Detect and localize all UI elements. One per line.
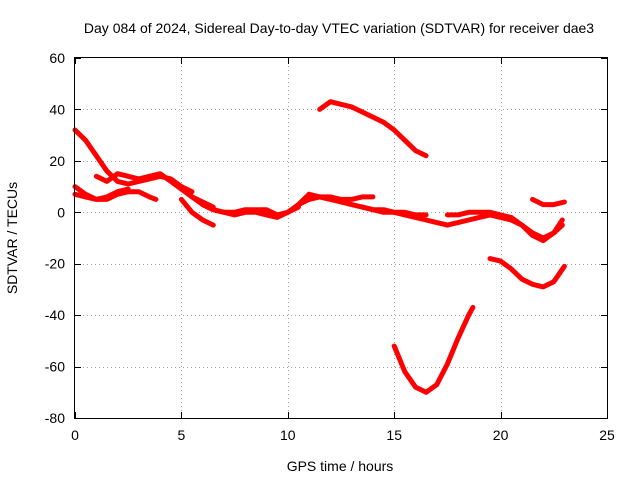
series-line-track-n (487, 256, 567, 290)
chart-title: Day 084 of 2024, Sidereal Day-to-day VTE… (84, 20, 594, 36)
data-series (72, 99, 567, 395)
x-tick-label: 10 (280, 427, 296, 443)
axis-ticks: 0 5 10 15 20 25 -80 -60 -40 -20 0 20 40 60 (45, 50, 615, 443)
series-line-track-g (200, 202, 301, 218)
x-tick-label: 25 (599, 427, 615, 443)
x-axis-label: GPS time / hours (287, 458, 394, 474)
x-tick-label: 15 (386, 427, 402, 443)
y-tick-label: -60 (45, 359, 65, 375)
grid (75, 58, 607, 418)
x-tick-label: 5 (178, 427, 186, 443)
x-tick-label: 20 (493, 427, 509, 443)
x-tick-label: 0 (71, 427, 79, 443)
y-tick-label: 20 (49, 153, 65, 169)
series-line-track-e (178, 196, 216, 228)
series-line-track-l (317, 99, 429, 159)
series-line-track-o (391, 304, 476, 395)
y-tick-label: -40 (45, 307, 65, 323)
y-tick-label: -20 (45, 256, 65, 272)
y-tick-label: -80 (45, 410, 65, 426)
series-line-track-j (359, 204, 429, 218)
y-tick-label: 40 (49, 101, 65, 117)
y-tick-label: 60 (49, 50, 65, 66)
plot-frame (74, 57, 608, 419)
series-line-track-d (72, 186, 131, 202)
series-line-track-k (444, 209, 565, 244)
y-axis-label: SDTVAR / TECUs (4, 182, 20, 294)
y-tick-label: 0 (57, 204, 65, 220)
series-line-track-m (530, 196, 567, 208)
